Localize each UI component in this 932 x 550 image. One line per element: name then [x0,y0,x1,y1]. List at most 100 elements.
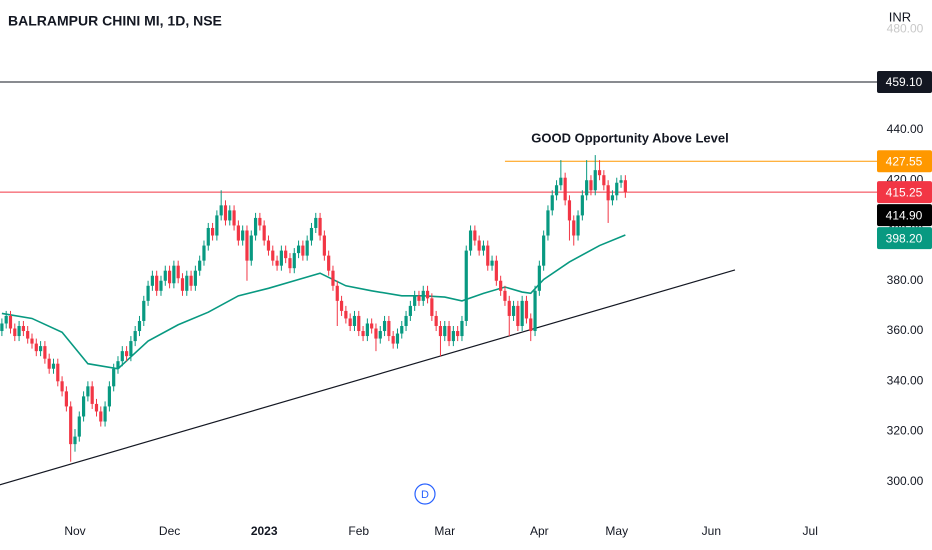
candle-body [266,240,271,251]
candle-body [64,391,68,407]
candle-body [253,217,258,236]
candle-body [370,323,374,329]
trendline [0,269,736,486]
candle-body [198,260,202,271]
price-label: 415.25 [886,185,923,199]
candle-body [361,331,365,337]
candle-body [47,358,51,369]
candle-body [516,305,520,327]
candle-body [606,185,610,201]
candle-body [258,217,262,226]
candle-body [51,363,56,369]
candle-body [443,326,447,337]
plot-area [0,81,880,486]
candle-body [4,315,8,324]
candle-body [215,215,219,236]
candle-body [163,270,167,281]
candle-body [155,275,159,291]
candle-body [30,338,34,344]
candle-body [563,177,567,201]
candle-body [529,318,533,332]
candle-body [524,300,529,319]
candle-body [382,320,387,332]
candle-body [305,240,309,256]
candle-body [322,235,326,256]
candle-body [73,436,77,445]
candle-body [142,300,146,321]
candle-body [447,326,451,342]
candle-body [425,290,430,299]
annotation: GOOD Opportunity Above Level [531,130,728,145]
candle-body [486,245,490,266]
candle-body [503,290,507,301]
candle-body [615,182,619,196]
candle-body [107,386,111,407]
price-label-box [877,150,932,173]
candle-body [284,250,288,259]
candle-body [17,326,21,337]
candle-body [26,331,30,339]
candle-body [438,326,443,337]
candle-body [430,298,434,316]
candle-body [339,300,344,311]
candle-body [413,295,417,306]
candle-body [408,305,412,316]
candle-body [365,323,369,337]
candle-body [99,411,103,422]
candle-body [585,180,589,196]
candle-body [133,331,137,342]
candle-body [511,305,516,316]
x-tick-label: Nov [64,524,85,538]
candle-body [86,386,90,397]
candle-body [103,406,107,422]
x-tick-label: Dec [159,524,180,538]
candle-body [335,285,339,301]
candle-body [112,368,116,387]
candle-body [593,170,597,191]
candle-body [589,180,593,191]
candle-body [176,265,180,279]
candle-body [357,315,361,332]
candle-body [610,195,615,201]
event-marker[interactable] [414,483,436,505]
candle-body [13,328,17,337]
candle-body [417,295,421,301]
candle-body [314,217,318,228]
candle-body [490,260,494,266]
candle-body [8,315,13,329]
candle-body [180,278,185,291]
candle-body [597,170,602,176]
candle-body [572,220,576,236]
x-tick-label: Jun [702,524,721,538]
candle-body [249,235,253,261]
candle-body [69,406,73,445]
candle-body [404,315,408,327]
candle-body [43,346,47,359]
x-tick-label: May [605,524,628,538]
x-tick-label: Mar [434,524,455,538]
candle-body [580,195,584,216]
price-label: 427.55 [886,154,923,168]
candle-body [77,416,81,437]
x-tick-label: 2023 [251,524,278,538]
y-tick-label: 440.00 [887,122,924,136]
candle-body [185,275,189,291]
y-tick-label: 360.00 [887,323,924,337]
candle-body [559,177,563,186]
candle-body [94,403,99,412]
candle-body [124,351,129,357]
candle-body [34,343,38,352]
candle-body [507,300,511,316]
candle-body [623,180,627,193]
candle-body [374,328,378,339]
x-tick-label: Jul [803,524,818,538]
candle-body [434,315,438,327]
candle-body [159,280,163,291]
candle-body [296,245,301,254]
event-label: D [421,489,429,501]
x-tick-label: Feb [348,524,369,538]
candle-body [150,275,154,286]
candle-body [395,333,400,344]
candle-body [241,230,245,241]
price-axis: 300.00320.00340.00360.00380.00400.00420.… [877,22,932,488]
